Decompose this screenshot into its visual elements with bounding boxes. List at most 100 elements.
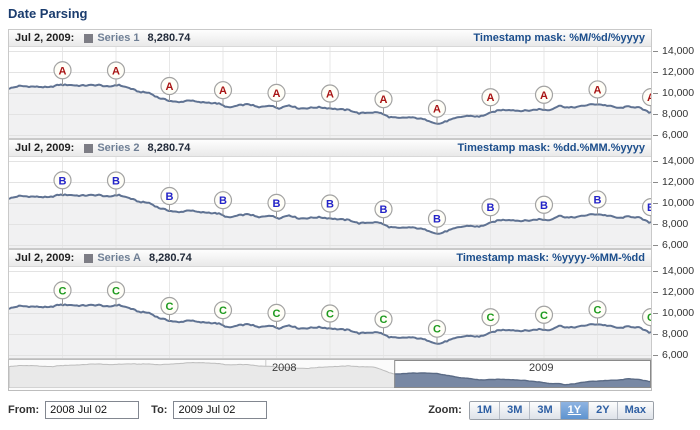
page-title: Date Parsing [8, 6, 88, 21]
y-axis-label: 8,000 [652, 218, 688, 230]
y-axis-label: 10,000 [652, 197, 694, 209]
svg-text:C: C [166, 301, 174, 313]
svg-text:B: B [594, 194, 602, 206]
y-axis-label: 14,000 [652, 155, 694, 167]
y-axis-label: 12,000 [652, 286, 694, 298]
y-axis-label: 8,000 [652, 328, 688, 340]
navigator-chart[interactable] [9, 360, 651, 388]
svg-text:C: C [273, 308, 281, 320]
svg-text:C: C [594, 304, 602, 316]
svg-text:A: A [433, 104, 441, 116]
chart-plot-area[interactable]: B B B B B B B B B B B B [9, 157, 651, 248]
svg-text:C: C [219, 305, 227, 317]
zoom-button-1m[interactable]: 1M [469, 401, 500, 419]
svg-text:B: B [647, 202, 651, 214]
panel-header: Jul 2, 2009: Series A 8,280.74 Timestamp… [9, 250, 651, 267]
legend-series-value: 8,280.74 [148, 252, 192, 264]
legend-swatch-icon [84, 253, 94, 263]
svg-text:C: C [647, 312, 651, 324]
timestamp-mask-label: Timestamp mask: %M/%d/%yyyy [473, 32, 645, 44]
legend-date: Jul 2, 2009: [15, 142, 75, 154]
svg-text:B: B [380, 204, 388, 216]
svg-text:C: C [326, 309, 334, 321]
svg-text:C: C [380, 314, 388, 326]
zoom-button-2y[interactable]: 2Y [588, 401, 617, 419]
svg-text:B: B [326, 199, 334, 211]
chart-plot-area[interactable]: C C C C C C C C C C C C [9, 267, 651, 358]
svg-text:C: C [112, 285, 120, 297]
chart-plot-area[interactable]: A A A A A A A A A A A A [9, 47, 651, 138]
y-axis-label: 10,000 [652, 307, 694, 319]
legend-series-name: Series A [97, 252, 141, 264]
y-axis: 14,000 12,000 10,000 8,000 6,000 [652, 45, 700, 141]
legend-series-name: Series 1 [97, 32, 140, 44]
y-axis-label: 6,000 [652, 349, 688, 361]
y-axis-label: 12,000 [652, 66, 694, 78]
y-axis-label: 14,000 [652, 265, 694, 277]
y-axis-label: 6,000 [652, 129, 688, 141]
navigator-year-label: 2008 [272, 362, 297, 374]
svg-text:A: A [594, 84, 602, 96]
y-axis-label: 14,000 [652, 45, 694, 57]
svg-text:B: B [433, 214, 441, 226]
svg-text:A: A [487, 92, 495, 104]
legend-swatch-icon [84, 143, 94, 153]
panel-header: Jul 2, 2009: Series 1 8,280.74 Timestamp… [9, 30, 651, 47]
svg-text:B: B [112, 175, 120, 187]
svg-text:A: A [647, 92, 651, 104]
zoom-button-max[interactable]: Max [616, 401, 653, 419]
range-controls: From: To: Zoom: 1M 3M 3M 1Y 2Y Max [8, 399, 654, 421]
legend-date: Jul 2, 2009: [15, 32, 75, 44]
legend-item[interactable]: Series A 8,280.74 [84, 252, 192, 264]
y-axis: 14,000 12,000 10,000 8,000 6,000 [652, 265, 700, 361]
timestamp-mask-label: Timestamp mask: %dd.%MM.%yyyy [457, 142, 645, 154]
svg-text:A: A [326, 89, 334, 101]
legend-date: Jul 2, 2009: [15, 252, 75, 264]
svg-text:A: A [112, 65, 120, 77]
from-date-input[interactable] [45, 401, 140, 419]
y-axis-label: 10,000 [652, 87, 694, 99]
svg-text:C: C [540, 310, 548, 322]
chart-panel-series1: Jul 2, 2009: Series 1 8,280.74 Timestamp… [8, 29, 694, 141]
svg-text:B: B [487, 202, 495, 214]
panel-header: Jul 2, 2009: Series 2 8,280.74 Timestamp… [9, 140, 651, 157]
svg-text:A: A [219, 85, 227, 97]
svg-text:C: C [433, 324, 441, 336]
from-label: From: [8, 404, 40, 416]
legend-series-value: 8,280.74 [147, 32, 191, 44]
zoom-controls: Zoom: 1M 3M 3M 1Y 2Y Max [428, 400, 654, 420]
chart-panel-series2: Jul 2, 2009: Series 2 8,280.74 Timestamp… [8, 139, 694, 251]
y-axis-label: 6,000 [652, 239, 688, 251]
svg-text:B: B [273, 198, 281, 210]
legend-series-name: Series 2 [97, 142, 140, 154]
zoom-button-1y[interactable]: 1Y [559, 401, 589, 419]
navigator-scrollbar[interactable]: 2008 2009 [8, 359, 652, 391]
zoom-button-3m-a[interactable]: 3M [499, 401, 530, 419]
legend-swatch-icon [84, 33, 94, 43]
to-date-input[interactable] [173, 401, 268, 419]
zoom-button-3m-b[interactable]: 3M [529, 401, 560, 419]
svg-text:A: A [380, 94, 388, 106]
y-axis-label: 12,000 [652, 176, 694, 188]
svg-text:C: C [59, 285, 67, 297]
svg-text:A: A [273, 88, 281, 100]
svg-text:B: B [219, 195, 227, 207]
to-label: To: [151, 404, 168, 416]
svg-text:A: A [59, 65, 67, 77]
chart-panel-seriesA: Jul 2, 2009: Series A 8,280.74 Timestamp… [8, 249, 694, 361]
navigator-year-label: 2009 [529, 362, 554, 374]
timestamp-mask-label: Timestamp mask: %yyyy-%MM-%dd [456, 252, 645, 264]
y-axis: 14,000 12,000 10,000 8,000 6,000 [652, 155, 700, 251]
svg-text:B: B [540, 200, 548, 212]
zoom-label: Zoom: [428, 404, 462, 416]
legend-item[interactable]: Series 1 8,280.74 [84, 32, 190, 44]
legend-series-value: 8,280.74 [147, 142, 191, 154]
zoom-button-group: 1M 3M 3M 1Y 2Y Max [468, 400, 654, 420]
y-axis-label: 8,000 [652, 108, 688, 120]
svg-text:B: B [166, 191, 174, 203]
svg-text:A: A [540, 90, 548, 102]
svg-text:B: B [59, 175, 67, 187]
svg-text:C: C [487, 312, 495, 324]
legend-item[interactable]: Series 2 8,280.74 [84, 142, 190, 154]
